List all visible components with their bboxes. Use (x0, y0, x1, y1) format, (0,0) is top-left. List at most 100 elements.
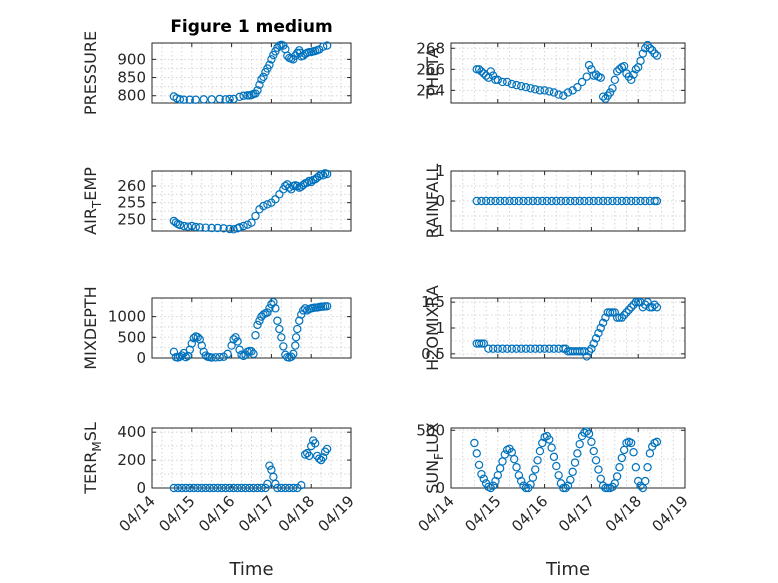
data-point (181, 483, 191, 493)
data-point (299, 306, 308, 315)
data-point (474, 460, 484, 470)
y-tick-label: 800 (117, 87, 146, 105)
data-point (481, 196, 491, 206)
data-point (598, 92, 608, 101)
y-tick-label: 0 (136, 349, 146, 367)
data-point (191, 95, 200, 104)
data-point (584, 429, 594, 438)
data-point (619, 310, 629, 320)
data-point (533, 456, 542, 465)
data-point (183, 222, 193, 231)
data-point (291, 341, 300, 350)
data-point (207, 95, 216, 104)
y-axis-label: RAINFALL (423, 164, 442, 239)
data-point (608, 308, 617, 317)
data-point (645, 44, 655, 53)
data-point (615, 313, 624, 322)
data-point (652, 437, 662, 447)
data-point (322, 169, 332, 179)
axes-box (151, 427, 352, 489)
data-point (596, 73, 605, 82)
data-point (273, 483, 282, 493)
x-tick-label: 04/16 (195, 492, 238, 535)
axes-box (450, 42, 686, 104)
data-point (318, 453, 328, 462)
data-point (472, 196, 481, 206)
data-point (267, 55, 276, 64)
data-point (617, 453, 627, 463)
data-series-theta (472, 40, 662, 103)
data-point (636, 481, 645, 490)
x-tick-label: 04/18 (602, 492, 645, 535)
x-tick-label: 04/14 (116, 492, 159, 535)
data-point (505, 196, 514, 206)
data-point (477, 469, 486, 479)
data-point (187, 221, 196, 231)
axes-box (151, 297, 352, 359)
data-point (619, 445, 629, 455)
y-tick-label: 0 (435, 479, 445, 497)
y-tick-label: 268 (416, 39, 445, 57)
data-point (641, 300, 650, 309)
data-point (526, 344, 535, 353)
y-axis-label-suffix: LUX (423, 422, 442, 453)
data-point (584, 60, 594, 70)
data-point (538, 196, 547, 206)
data-point (605, 308, 615, 317)
data-point (626, 303, 636, 312)
data-point (239, 91, 248, 100)
y-axis-label: TERRMSL (81, 422, 104, 495)
data-point (507, 344, 517, 353)
data-point (509, 454, 519, 464)
data-point (626, 438, 636, 448)
data-point (275, 324, 284, 334)
data-point (187, 339, 196, 348)
y-axis-label: H2OMIXRA (423, 285, 442, 371)
data-point (247, 347, 256, 356)
y-tick-label: 250 (117, 210, 146, 228)
data-point (213, 223, 222, 233)
data-point (257, 75, 266, 84)
y-tick-label: -1 (430, 222, 445, 240)
data-point (526, 84, 535, 93)
axes-box (450, 427, 686, 489)
x-axis-label: Time (228, 559, 273, 580)
y-tick-label: 500 (117, 328, 146, 346)
data-series-air_temp (169, 169, 332, 234)
data-point (474, 65, 484, 74)
data-point (622, 196, 631, 206)
y-tick-label: 264 (416, 81, 445, 99)
data-point (235, 345, 244, 354)
data-point (255, 316, 264, 325)
data-point (474, 339, 484, 348)
data-point (175, 95, 185, 104)
data-point (247, 218, 256, 227)
data-point (257, 483, 266, 493)
y-tick-label: 500 (416, 421, 445, 439)
data-point (566, 196, 575, 206)
data-point (641, 196, 650, 206)
data-point (596, 474, 605, 483)
data-point (221, 483, 230, 493)
data-point (297, 310, 306, 319)
data-point (235, 223, 244, 232)
data-series-mixdepth (169, 297, 332, 362)
data-point (263, 479, 272, 489)
data-point (570, 196, 580, 206)
data-point (175, 220, 185, 230)
data-point (594, 465, 603, 474)
y-axis-label-main: TERR (81, 452, 100, 495)
data-point (580, 196, 589, 206)
x-tick-label: 04/18 (275, 492, 318, 535)
axes-box (151, 170, 352, 232)
chart-title: Figure 1 medium (170, 17, 332, 37)
data-point (486, 483, 495, 493)
data-point (277, 483, 286, 493)
y-axis-label: MIXDEPTH (81, 286, 100, 369)
data-point (225, 94, 234, 104)
data-point (263, 200, 272, 209)
data-point (477, 339, 486, 348)
data-point (251, 331, 260, 340)
